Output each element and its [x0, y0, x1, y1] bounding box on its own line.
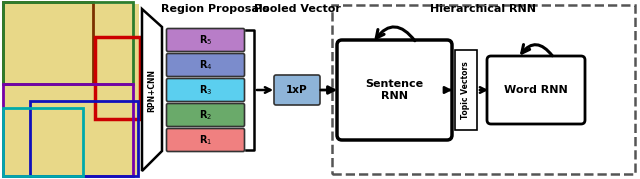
Text: Topic Vectors: Topic Vectors	[461, 61, 470, 119]
Text: R$_4$: R$_4$	[198, 58, 212, 72]
Text: R$_2$: R$_2$	[199, 108, 212, 122]
Text: Word RNN: Word RNN	[504, 85, 568, 95]
Bar	[2, 4, 139, 177]
Polygon shape	[142, 9, 162, 171]
Bar	[95, 37, 140, 119]
FancyBboxPatch shape	[166, 129, 244, 151]
Bar	[3, 2, 93, 84]
FancyBboxPatch shape	[166, 79, 244, 101]
Text: Hierarchical RNN: Hierarchical RNN	[431, 4, 536, 14]
Text: Sentence
RNN: Sentence RNN	[365, 79, 424, 101]
Bar	[332, 5, 635, 174]
Text: RPN+CNN: RPN+CNN	[147, 69, 157, 112]
FancyBboxPatch shape	[166, 103, 244, 127]
Text: Pooled Vector: Pooled Vector	[253, 4, 340, 14]
Bar	[455, 50, 477, 130]
Text: R$_5$: R$_5$	[199, 33, 212, 47]
Text: 1xP: 1xP	[286, 85, 308, 95]
Text: R$_3$: R$_3$	[199, 83, 212, 97]
FancyBboxPatch shape	[337, 40, 452, 140]
FancyBboxPatch shape	[166, 54, 244, 76]
FancyBboxPatch shape	[274, 75, 320, 105]
Bar	[3, 108, 83, 176]
Text: R$_1$: R$_1$	[199, 133, 212, 147]
FancyBboxPatch shape	[487, 56, 585, 124]
Bar	[30, 101, 138, 176]
Bar	[3, 2, 133, 84]
FancyBboxPatch shape	[166, 28, 244, 52]
Text: Region Proposals: Region Proposals	[161, 4, 269, 14]
Bar	[3, 84, 133, 176]
